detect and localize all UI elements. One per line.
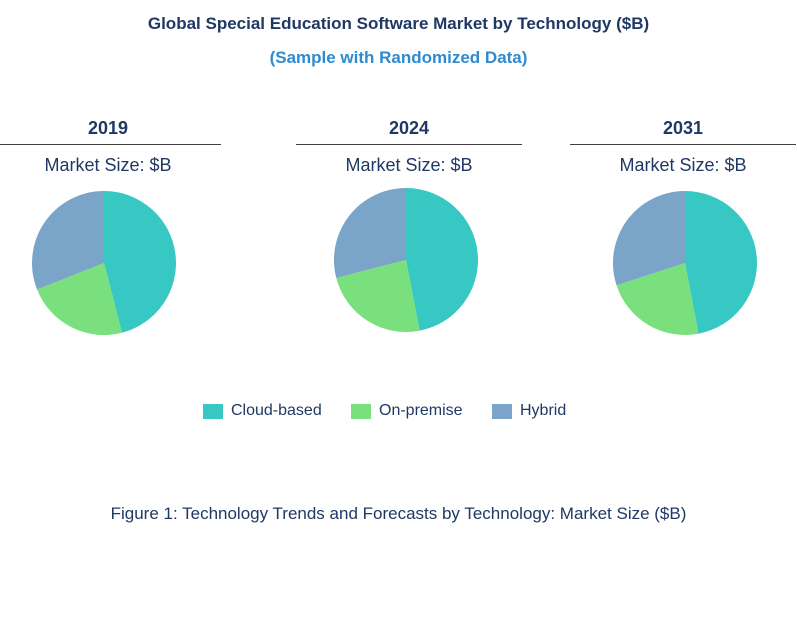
legend-item-hybrid: Hybrid [492, 402, 566, 420]
panel-2031: 2031 Market Size: $B [570, 118, 796, 176]
legend-swatch [203, 403, 223, 419]
divider [0, 144, 221, 145]
market-size-label: Market Size: $B [345, 155, 473, 175]
panel-year: 2031 [662, 118, 704, 138]
panel-year: 2019 [87, 118, 129, 138]
market-size-label: Market Size: $B [619, 155, 747, 175]
pie-slice-cloud-based [406, 188, 478, 331]
legend-item-on-premise: On-premise [351, 402, 463, 420]
panel-year: 2024 [388, 118, 430, 138]
pie-slice-hybrid [613, 191, 685, 286]
divider [570, 144, 796, 145]
pie-slice-cloud-based [104, 191, 177, 333]
legend-label: On-premise [379, 402, 463, 419]
pie-2031 [613, 191, 757, 335]
legend-item-cloud-based: Cloud-based [203, 402, 322, 420]
pie-slice-on-premise [336, 260, 420, 332]
legend-label: Cloud-based [231, 402, 322, 419]
legend-label: Hybrid [520, 402, 567, 419]
pie-slice-hybrid [334, 188, 406, 278]
legend-swatch [492, 403, 512, 419]
pie-slice-on-premise [616, 263, 699, 335]
figure-caption: Figure 1: Technology Trends and Forecast… [110, 504, 687, 523]
pie-2024 [334, 188, 478, 332]
pie-slice-on-premise [37, 263, 122, 335]
chart-title: Global Special Education Software Market… [147, 14, 650, 33]
market-size-label: Market Size: $B [44, 155, 172, 175]
divider [296, 144, 522, 145]
chart-subtitle: (Sample with Randomized Data) [269, 48, 528, 67]
legend-swatch [351, 403, 371, 419]
panel-2019: 2019 Market Size: $B [0, 118, 221, 176]
pie-slice-cloud-based [685, 191, 757, 334]
pie-2019 [32, 191, 177, 335]
panel-2024: 2024 Market Size: $B [296, 118, 522, 176]
pie-slice-hybrid [32, 191, 105, 290]
